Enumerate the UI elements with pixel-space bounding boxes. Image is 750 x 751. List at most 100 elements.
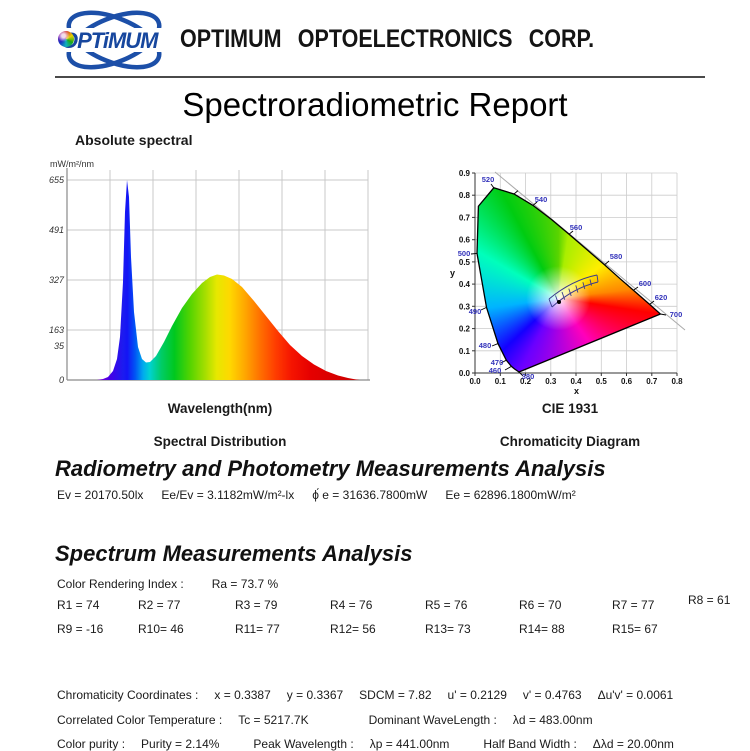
irradiance-value: Ee = 62896.1800mW/m² (445, 488, 576, 502)
spectral-chart-title: Absolute spectral (75, 132, 193, 148)
svg-text:0.4: 0.4 (459, 280, 471, 289)
color-temperature-row: Correlated Color Temperature : Tc = 5217… (57, 713, 593, 727)
svg-text:0.1: 0.1 (495, 377, 507, 386)
r2-value: R2 = 77 (138, 598, 181, 612)
u-prime-value: u' = 0.2129 (447, 688, 507, 702)
r13-value: R13= 73 (425, 622, 471, 636)
svg-text:0: 0 (59, 375, 64, 385)
spectrum-heading: Spectrum Measurements Analysis (55, 541, 413, 566)
cie-x-axis-letter: x (574, 386, 579, 396)
cri-label: Color Rendering Index : (57, 577, 184, 591)
locus-wavelength-ticks (470, 183, 667, 377)
header-divider (55, 76, 705, 78)
cie-caption: Chromaticity Diagram (499, 434, 641, 449)
svg-text:460: 460 (489, 366, 502, 375)
cri-values-row-2: R9 = -16 R10= 46 R11= 77 R12= 56 R13= 73… (57, 622, 743, 636)
r1-value: R1 = 74 (57, 598, 100, 612)
chromaticity-coordinates-row: Chromaticity Coordinates : x = 0.3387 y … (57, 688, 673, 702)
y-coordinate: y = 0.3367 (286, 688, 344, 702)
company-name: OPTIMUM OPTOELECTRONICS CORP. (180, 25, 595, 53)
svg-text:600: 600 (639, 279, 652, 288)
svg-text:327: 327 (49, 275, 65, 285)
svg-text:0.4: 0.4 (570, 377, 582, 386)
svg-text:0.8: 0.8 (671, 377, 683, 386)
peak-wavelength-value: λp = 441.00nm (369, 737, 450, 751)
purity-label: Color purity : (57, 737, 126, 751)
cie-axes (472, 172, 678, 376)
radiometry-values: Ev = 20170.50lx Ee/Ev = 3.1182mW/m²-lx ϕ… (57, 488, 576, 502)
svg-text:0.6: 0.6 (459, 236, 471, 245)
locus-wavelength-labels: 520 540 560 580 600 620 700 500 490 480 … (458, 175, 683, 381)
svg-text:560: 560 (570, 223, 583, 232)
svg-text:163: 163 (49, 325, 64, 335)
spectral-y-ticks: 655 491 327 163 35 0 (49, 175, 65, 385)
svg-text:0.7: 0.7 (646, 377, 658, 386)
dominant-wavelength-label: Dominant WaveLength : (368, 713, 497, 727)
measured-chromaticity-point (557, 300, 561, 304)
r9-value: R9 = -16 (57, 622, 104, 636)
cie-x-tick-labels: 0.0 0.1 0.2 0.3 0.4 0.5 0.6 0.7 0.8 (469, 377, 683, 386)
svg-text:0.3: 0.3 (459, 302, 471, 311)
svg-text:0.1: 0.1 (459, 347, 471, 356)
svg-text:480: 480 (479, 341, 492, 350)
cri-values-row-1: R1 = 74 R2 = 77 R3 = 79 R4 = 76 R5 = 76 … (57, 593, 743, 612)
spectral-caption: Spectral Distribution (153, 434, 287, 449)
spectral-locus-outline (476, 187, 662, 373)
radiant-flux-value: ϕ́ e = 31636.7800mW (312, 488, 428, 502)
tangent-line (494, 171, 686, 331)
color-purity-row: Color purity : Purity = 2.14% Peak Wavel… (57, 737, 674, 751)
svg-text:0.5: 0.5 (459, 258, 471, 267)
cri-value: Ra = 73.7 % (211, 577, 279, 591)
cie-caption-top: CIE 1931 (541, 401, 599, 416)
svg-text:491: 491 (49, 225, 64, 235)
r10-value: R10= 46 (138, 622, 184, 636)
cie-1931-chart: 0.0 0.1 0.2 0.3 0.4 0.5 0.6 0.7 0.8 0.0 0.1 0… (440, 160, 696, 400)
v-prime-value: v' = 0.4763 (522, 688, 582, 702)
cie-y-tick-labels: 0.0 0.1 0.2 0.3 0.4 0.5 0.6 0.7 0.8 0.9 (459, 169, 471, 378)
cie-overlay-layer: 520 540 560 580 600 620 700 500 490 480 … (458, 171, 686, 381)
logo-swoosh-icon (57, 10, 171, 70)
svg-text:0.7: 0.7 (459, 213, 471, 222)
svg-text:500: 500 (458, 249, 471, 258)
r5-value: R5 = 76 (425, 598, 468, 612)
dominant-wavelength-value: λd = 483.00nm (512, 713, 593, 727)
x-coordinate: x = 0.3387 (214, 688, 271, 702)
cct-value: Tc = 5217.7K (238, 713, 309, 727)
svg-text:0.5: 0.5 (596, 377, 608, 386)
svg-text:0.6: 0.6 (621, 377, 633, 386)
svg-text:0.0: 0.0 (459, 369, 471, 378)
company-logo: OPTiMUM (55, 6, 177, 74)
svg-text:0.2: 0.2 (520, 377, 532, 386)
r11-value: R11= 77 (235, 622, 280, 636)
spectral-distribution-chart: mW/m²/nm 655 491 327 163 35 0 (49, 159, 370, 385)
sdcm-value: SDCM = 7.82 (359, 688, 432, 702)
r7-value: R7 = 77 (612, 598, 655, 612)
r3-value: R3 = 79 (235, 598, 278, 612)
chromaticity-label: Chromaticity Coordinates : (57, 688, 199, 702)
svg-text:0.9: 0.9 (459, 169, 471, 178)
svg-text:35: 35 (54, 341, 65, 351)
sdcm-quadrilateral-belt (548, 274, 599, 308)
svg-text:655: 655 (49, 175, 65, 185)
half-band-width-label: Half Band Width : (483, 737, 577, 751)
cie-y-axis-letter: y (450, 268, 455, 278)
r15-value: R15= 67 (612, 622, 658, 636)
r12-value: R12= 56 (330, 622, 376, 636)
logo-color-sphere-icon (58, 31, 74, 47)
ee-ev-ratio-value: Ee/Ev = 3.1182mW/m²-lx (161, 488, 295, 502)
spectral-curve (97, 180, 360, 380)
svg-text:700: 700 (670, 310, 683, 319)
logo-text: OPTiMUM (61, 28, 158, 53)
half-band-width-value: Δλd = 20.00nm (592, 737, 674, 751)
svg-text:0.8: 0.8 (459, 191, 471, 200)
svg-text:580: 580 (610, 252, 623, 261)
page-title: Spectroradiometric Report (182, 86, 568, 123)
delta-uv-value: Δu'v' = 0.0061 (597, 688, 674, 702)
y-axis-unit: mW/m²/nm (50, 159, 94, 169)
svg-text:380: 380 (522, 372, 535, 381)
svg-text:0.0: 0.0 (469, 377, 481, 386)
illuminance-value: Ev = 20170.50lx (57, 488, 144, 502)
svg-text:620: 620 (655, 293, 668, 302)
r4-value: R4 = 76 (330, 598, 373, 612)
